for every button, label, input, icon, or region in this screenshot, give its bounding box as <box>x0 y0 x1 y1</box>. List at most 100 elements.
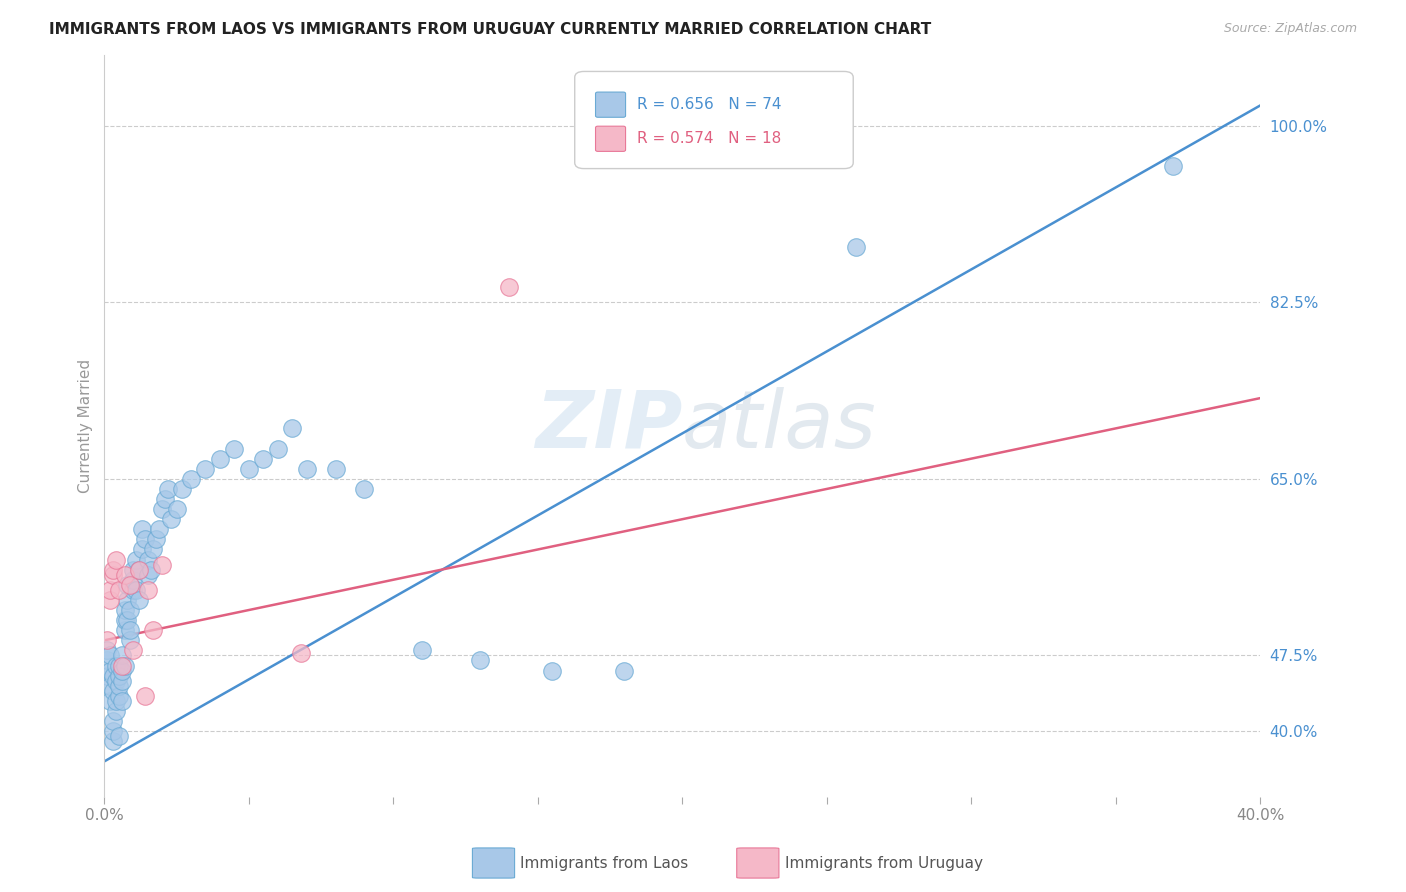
Point <box>104 673 127 688</box>
Point <box>104 658 127 673</box>
Point <box>114 567 136 582</box>
Point <box>101 563 124 577</box>
Point <box>104 704 127 718</box>
Point <box>101 714 124 728</box>
Point <box>120 624 142 638</box>
Point <box>142 624 165 638</box>
Point <box>98 679 121 693</box>
Point <box>541 664 564 678</box>
Point <box>172 482 194 496</box>
Point <box>96 668 118 682</box>
Point <box>104 694 127 708</box>
Point <box>101 734 124 748</box>
Point <box>142 542 165 557</box>
Point <box>111 648 134 663</box>
Text: atlas: atlas <box>682 387 877 465</box>
FancyBboxPatch shape <box>596 92 626 117</box>
Text: Source: ZipAtlas.com: Source: ZipAtlas.com <box>1223 22 1357 36</box>
Point <box>98 664 121 678</box>
Point <box>96 653 118 667</box>
Point <box>111 694 134 708</box>
Point <box>108 668 131 682</box>
Point <box>128 563 150 577</box>
Point <box>194 462 217 476</box>
Point <box>117 613 139 627</box>
Point <box>353 482 375 496</box>
Point <box>134 689 156 703</box>
Y-axis label: Currently Married: Currently Married <box>79 359 93 493</box>
Point <box>148 522 170 536</box>
Point <box>139 563 162 577</box>
Point <box>150 558 173 572</box>
Point <box>120 603 142 617</box>
Text: Immigrants from Laos: Immigrants from Laos <box>520 855 689 871</box>
Point <box>281 421 304 435</box>
Point <box>252 451 274 466</box>
Point <box>108 679 131 693</box>
Point <box>295 462 318 476</box>
Point <box>111 673 134 688</box>
Point <box>160 512 183 526</box>
FancyBboxPatch shape <box>596 126 626 152</box>
Point <box>136 582 159 597</box>
Point <box>290 647 312 661</box>
Point <box>101 683 124 698</box>
Point <box>136 567 159 582</box>
Point <box>131 542 153 557</box>
Point <box>108 582 131 597</box>
Point <box>96 633 118 648</box>
Point <box>108 689 131 703</box>
Point <box>122 563 145 577</box>
Point <box>98 593 121 607</box>
Point <box>114 603 136 617</box>
Point <box>498 280 520 294</box>
Text: R = 0.574   N = 18: R = 0.574 N = 18 <box>637 131 782 146</box>
Point <box>1163 159 1185 173</box>
Point <box>114 658 136 673</box>
Point <box>108 729 131 743</box>
Point <box>180 472 202 486</box>
Text: IMMIGRANTS FROM LAOS VS IMMIGRANTS FROM URUGUAY CURRENTLY MARRIED CORRELATION CH: IMMIGRANTS FROM LAOS VS IMMIGRANTS FROM … <box>49 22 931 37</box>
Point <box>101 567 124 582</box>
Point <box>114 613 136 627</box>
Point <box>166 502 188 516</box>
Point <box>134 533 156 547</box>
Point <box>117 578 139 592</box>
Point <box>150 502 173 516</box>
Point <box>131 522 153 536</box>
Point <box>108 658 131 673</box>
Point <box>117 593 139 607</box>
Point <box>120 633 142 648</box>
Point <box>122 643 145 657</box>
Point <box>104 552 127 566</box>
Point <box>122 582 145 597</box>
Point <box>111 658 134 673</box>
Point <box>114 624 136 638</box>
Point <box>98 648 121 663</box>
Point <box>267 442 290 456</box>
Point <box>101 668 124 682</box>
Point <box>325 462 347 476</box>
Point <box>208 451 231 466</box>
Point <box>844 240 866 254</box>
Point <box>224 442 246 456</box>
Text: ZIP: ZIP <box>534 387 682 465</box>
Point <box>136 552 159 566</box>
Point <box>613 664 636 678</box>
Text: R = 0.656   N = 74: R = 0.656 N = 74 <box>637 97 782 112</box>
Point <box>120 578 142 592</box>
FancyBboxPatch shape <box>737 848 779 878</box>
Point <box>122 573 145 587</box>
Point <box>153 491 176 506</box>
Point <box>128 593 150 607</box>
Point <box>238 462 260 476</box>
FancyBboxPatch shape <box>575 71 853 169</box>
Point <box>96 643 118 657</box>
FancyBboxPatch shape <box>472 848 515 878</box>
Point <box>125 582 148 597</box>
Point <box>468 653 491 667</box>
Point <box>128 563 150 577</box>
Point <box>156 482 179 496</box>
Text: Immigrants from Uruguay: Immigrants from Uruguay <box>785 855 983 871</box>
Point <box>101 724 124 739</box>
